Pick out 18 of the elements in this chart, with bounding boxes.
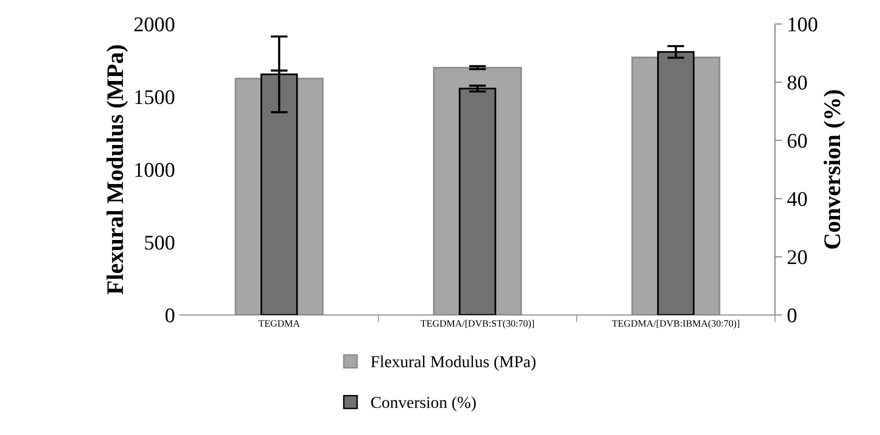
- y-tick-label: 0: [166, 308, 174, 322]
- y-tick-label: 500: [145, 236, 174, 250]
- y-tick-label: 1000: [135, 162, 174, 177]
- x-tick-label: TEGDMA/[DVB:ST(30:70)]: [420, 320, 534, 329]
- y-axis-title: Flexural Modulus (MPa): [106, 45, 128, 294]
- legend-label: Flexural Modulus (MPa): [370, 356, 536, 371]
- x-tick-label: TEGDMA/[DVB:IBMA(30:70)]: [612, 320, 740, 329]
- y2-tick-label: 80: [788, 76, 807, 90]
- y-tick-label: 1500: [135, 90, 174, 104]
- x-tick-label: TEGDMA: [258, 320, 300, 327]
- y2-tick-label: 60: [788, 134, 807, 148]
- y2-axis-title: Conversion (%): [824, 90, 846, 249]
- legend-label: Conversion (%): [371, 396, 476, 412]
- y-tick-label: 2000: [134, 17, 174, 32]
- y2-tick-label: 40: [787, 192, 807, 206]
- y2-tick-label: 100: [788, 17, 818, 32]
- y2-tick-label: 20: [788, 250, 807, 264]
- y2-tick-label: 0: [788, 308, 796, 322]
